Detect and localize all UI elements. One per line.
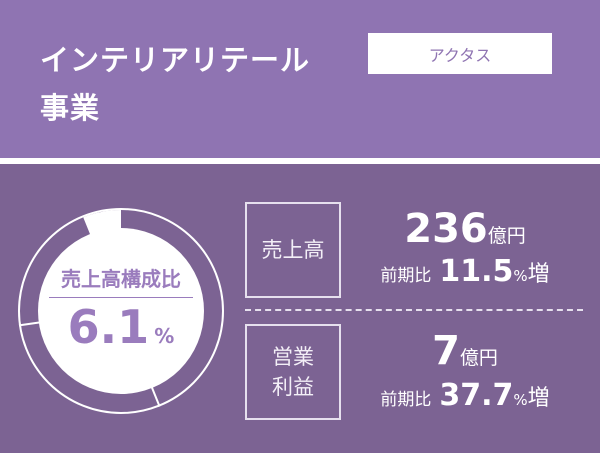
donut-center [38,228,204,394]
donut-value: 6.1 % [67,300,175,354]
metric-label-sales: 売上高 [245,202,341,298]
segment-title: インテリアリテール 事業 [40,43,311,125]
metric-label-operating-profit: 営業 利益 [245,324,341,420]
sales-value: 236億円 [404,206,526,252]
brand-badge: アクタス [368,33,552,74]
divider [0,158,600,164]
header-band [0,0,600,158]
donut-divider [18,321,42,327]
sales-yoy: 前期比 11.5%増 [380,254,550,289]
donut-label: 売上高構成比 [61,267,181,291]
operating-profit-value: 7億円 [432,328,498,374]
donut-label-underline [49,297,193,298]
donut-divider [150,384,161,407]
operating-profit-yoy: 前期比 37.7%増 [380,378,550,413]
dashed-divider [245,309,583,311]
